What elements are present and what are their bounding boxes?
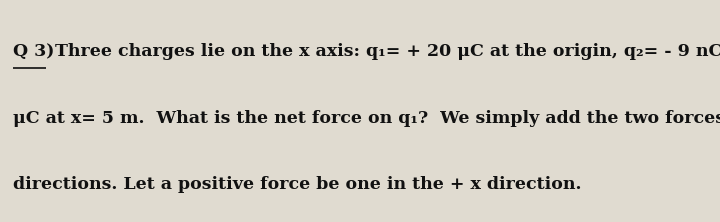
Text: Three charges lie on the x axis: q₁= + 20 μC at the origin, q₂= - 9 nC at x =3m,: Three charges lie on the x axis: q₁= + 2…: [49, 43, 720, 60]
Text: Q 3): Q 3): [13, 43, 54, 60]
Text: μC at x= 5 m.  What is the net force on q₁?  We simply add the two forces keepin: μC at x= 5 m. What is the net force on q…: [13, 109, 720, 127]
Text: directions. Let a positive force be one in the + x direction.: directions. Let a positive force be one …: [13, 176, 582, 193]
